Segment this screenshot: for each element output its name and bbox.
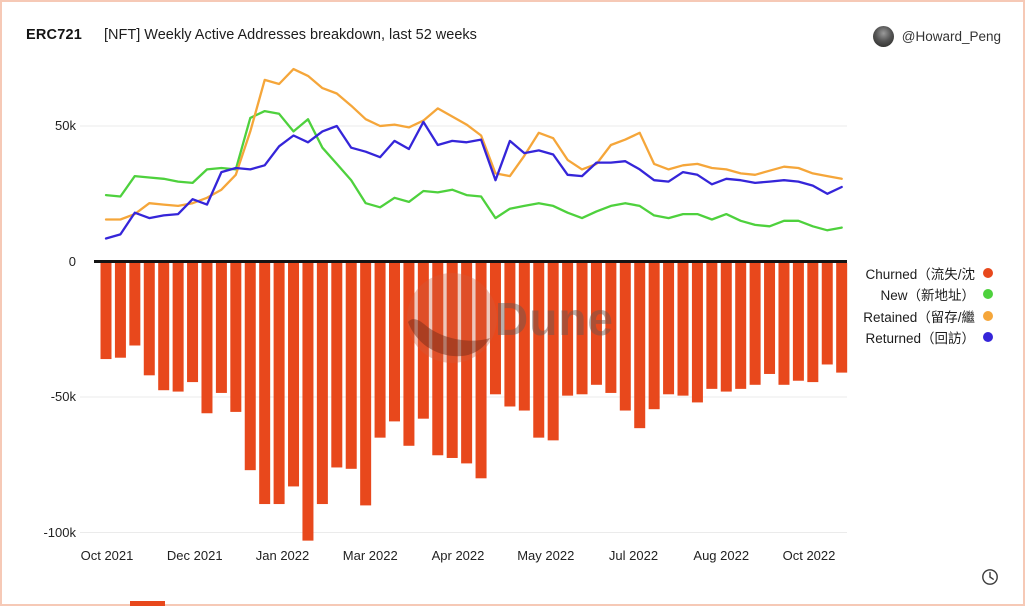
author-handle: @Howard_Peng xyxy=(901,29,1001,44)
churned-bar[interactable] xyxy=(504,263,516,407)
churned-bar[interactable] xyxy=(489,263,501,395)
churned-bar[interactable] xyxy=(288,263,300,487)
y-axis-label: 50k xyxy=(55,118,76,133)
churned-bar[interactable] xyxy=(389,263,400,422)
churned-bar[interactable] xyxy=(129,263,141,346)
legend-item[interactable]: Retained（留存/繼 xyxy=(863,305,993,327)
churned-bar[interactable] xyxy=(792,263,804,381)
x-axis-label: Mar 2022 xyxy=(342,548,398,563)
churned-bar[interactable] xyxy=(417,263,429,419)
churned-bar[interactable] xyxy=(461,263,473,464)
churned-bar[interactable] xyxy=(562,263,574,396)
churned-bar[interactable] xyxy=(576,263,588,395)
churned-bar[interactable] xyxy=(316,263,328,505)
churned-bar[interactable] xyxy=(100,263,112,360)
legend-item[interactable]: Churned（流失/沈 xyxy=(863,262,993,284)
churned-bar[interactable] xyxy=(634,263,646,429)
churned-bar[interactable] xyxy=(533,263,545,438)
legend-label: Churned（流失/沈 xyxy=(865,266,975,282)
chart-header: ERC721 [NFT] Weekly Active Addresses brea… xyxy=(26,26,1003,50)
churned-bar[interactable] xyxy=(749,263,761,385)
bottom-orange-fragment xyxy=(130,601,165,606)
churned-bar[interactable] xyxy=(778,263,790,385)
churned-bar[interactable] xyxy=(691,263,703,403)
new-line[interactable] xyxy=(104,109,843,232)
churned-bar[interactable] xyxy=(187,263,199,383)
y-axis-label: -100k xyxy=(43,524,76,540)
returned-line[interactable] xyxy=(104,120,843,240)
x-axis-label: May 2022 xyxy=(517,548,575,563)
chart-area[interactable]: 50k 0 -50k -100k Oct 2021 Dec 2021 Jan 2022 Ma… xyxy=(2,2,1023,604)
churned-bar[interactable] xyxy=(201,263,213,414)
legend: Churned（流失/沈 New（新地址） Retained（留存/繼 Returne… xyxy=(863,262,993,348)
churned-bar[interactable] xyxy=(821,263,833,365)
churned-bar[interactable] xyxy=(720,263,732,392)
churned-bar[interactable] xyxy=(215,263,227,393)
x-axis-label: Dec 2021 xyxy=(166,548,223,563)
churned-bar[interactable] xyxy=(143,263,155,376)
churned-bar[interactable] xyxy=(590,263,602,385)
legend-label: Retained（留存/繼 xyxy=(863,309,975,325)
y-axis-label: 0 xyxy=(68,253,76,269)
churned-bar[interactable] xyxy=(764,263,776,374)
legend-color-dot xyxy=(983,267,993,278)
x-axis-label: Apr 2022 xyxy=(431,548,485,563)
legend-color-dot xyxy=(983,289,993,300)
churned-bar[interactable] xyxy=(836,263,848,373)
churned-bar[interactable] xyxy=(475,263,487,479)
x-axis-label: Jul 2022 xyxy=(608,548,659,563)
author-link[interactable]: @Howard_Peng xyxy=(872,26,1001,47)
user-avatar-icon xyxy=(872,26,894,47)
legend-color-dot xyxy=(983,332,993,343)
churned-bar[interactable] xyxy=(273,263,285,505)
churned-bar[interactable] xyxy=(331,263,343,468)
churned-bar[interactable] xyxy=(230,263,242,412)
churned-bar[interactable] xyxy=(172,263,184,392)
x-axis-label: Oct 2022 xyxy=(782,548,836,563)
churned-bar[interactable] xyxy=(374,263,386,438)
churned-bar[interactable] xyxy=(244,263,256,471)
legend-label: New（新地址） xyxy=(880,288,975,304)
churned-bar[interactable] xyxy=(360,263,372,506)
clock-icon[interactable] xyxy=(981,568,999,586)
page-title: ERC721 xyxy=(26,27,83,43)
retained-line[interactable] xyxy=(104,67,843,221)
x-axis-label: Jan 2022 xyxy=(255,548,310,563)
churned-bar[interactable] xyxy=(648,263,660,410)
churned-bar[interactable] xyxy=(114,263,126,358)
x-axis-label: Aug 2022 xyxy=(693,548,750,563)
churned-bar[interactable] xyxy=(158,263,170,391)
churned-bar[interactable] xyxy=(706,263,718,389)
churned-bar[interactable] xyxy=(446,263,458,458)
churned-bar[interactable] xyxy=(345,263,357,469)
y-axis-label: -50k xyxy=(50,389,76,404)
churned-bar[interactable] xyxy=(518,263,530,411)
legend-item[interactable]: Returned（回訪） xyxy=(863,327,993,349)
churned-bar[interactable] xyxy=(403,263,415,446)
churned-bar[interactable] xyxy=(547,263,559,441)
x-axis-label: Oct 2021 xyxy=(80,548,134,563)
churned-bar[interactable] xyxy=(663,263,675,395)
page-subtitle: [NFT] Weekly Active Addresses breakdown,… xyxy=(104,27,477,43)
legend-item[interactable]: New（新地址） xyxy=(863,284,993,306)
churned-bar[interactable] xyxy=(259,263,271,505)
churned-bar[interactable] xyxy=(735,263,747,389)
legend-label: Returned（回訪） xyxy=(865,331,975,347)
churned-bar[interactable] xyxy=(605,263,617,393)
churned-bar[interactable] xyxy=(619,263,631,411)
churned-bar[interactable] xyxy=(432,263,444,456)
churned-bar[interactable] xyxy=(302,263,314,541)
churned-bar[interactable] xyxy=(807,263,819,383)
churned-bar[interactable] xyxy=(677,263,689,396)
legend-color-dot xyxy=(983,310,993,321)
